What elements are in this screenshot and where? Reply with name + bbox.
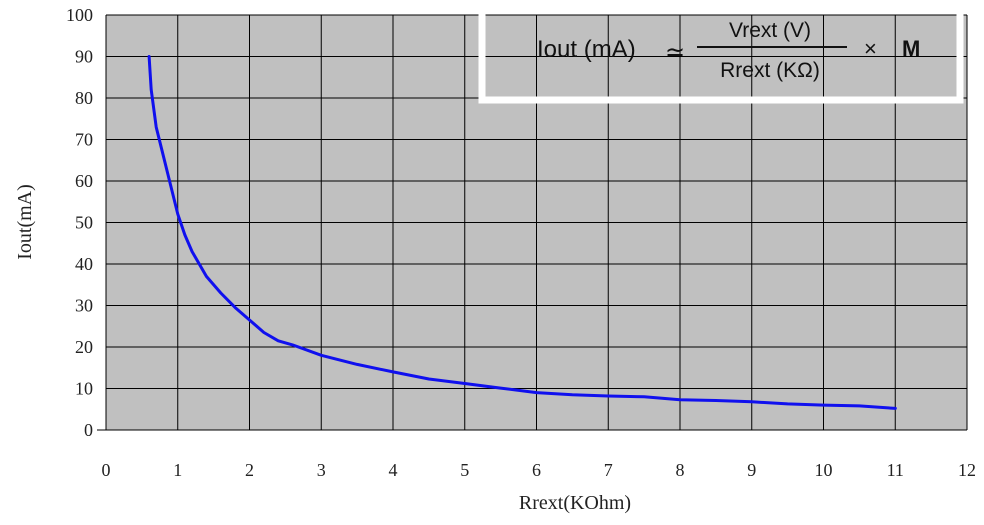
y-tick-label: 100 <box>66 5 93 25</box>
y-tick-label: 70 <box>75 130 93 150</box>
y-tick-label: 50 <box>75 213 93 233</box>
formula-approx: ≃ <box>665 39 685 66</box>
x-tick-label: 3 <box>317 460 326 480</box>
x-tick-label: 10 <box>815 460 833 480</box>
x-tick-label: 8 <box>676 460 685 480</box>
y-tick-label: 40 <box>75 254 93 274</box>
y-tick-label: 80 <box>75 88 93 108</box>
x-tick-label: 11 <box>887 460 904 480</box>
x-axis-label: Rrext(KOhm) <box>519 492 631 514</box>
y-axis-label: Iout(mA) <box>14 184 36 260</box>
formula-numerator: Vrext (V) <box>729 19 811 42</box>
formula-lhs: Iout (mA) <box>537 36 636 63</box>
x-tick-label: 6 <box>532 460 541 480</box>
formula-box: Iout (mA) ≃ Vrext (V) Rrext (KΩ) × M <box>478 7 964 104</box>
y-tick-label: 10 <box>75 379 93 399</box>
formula-times: × <box>864 36 877 61</box>
x-tick-label: 0 <box>102 460 111 480</box>
x-tick-label: 5 <box>460 460 469 480</box>
x-tick-label: 4 <box>389 460 398 480</box>
x-tick-label: 7 <box>604 460 613 480</box>
formula-box-frame <box>478 7 964 104</box>
y-tick-label: 0 <box>84 420 93 440</box>
formula-denominator: Rrext (KΩ) <box>720 59 820 82</box>
x-tick-label: 12 <box>958 460 976 480</box>
y-tick-label: 30 <box>75 296 93 316</box>
y-tick-label: 60 <box>75 171 93 191</box>
y-tick-label: 20 <box>75 337 93 357</box>
x-tick-label: 9 <box>747 460 756 480</box>
x-tick-label: 2 <box>245 460 254 480</box>
y-tick-label: 90 <box>75 47 93 67</box>
formula-factor: M <box>902 36 920 61</box>
x-tick-label: 1 <box>173 460 182 480</box>
series-line <box>147 55 897 410</box>
